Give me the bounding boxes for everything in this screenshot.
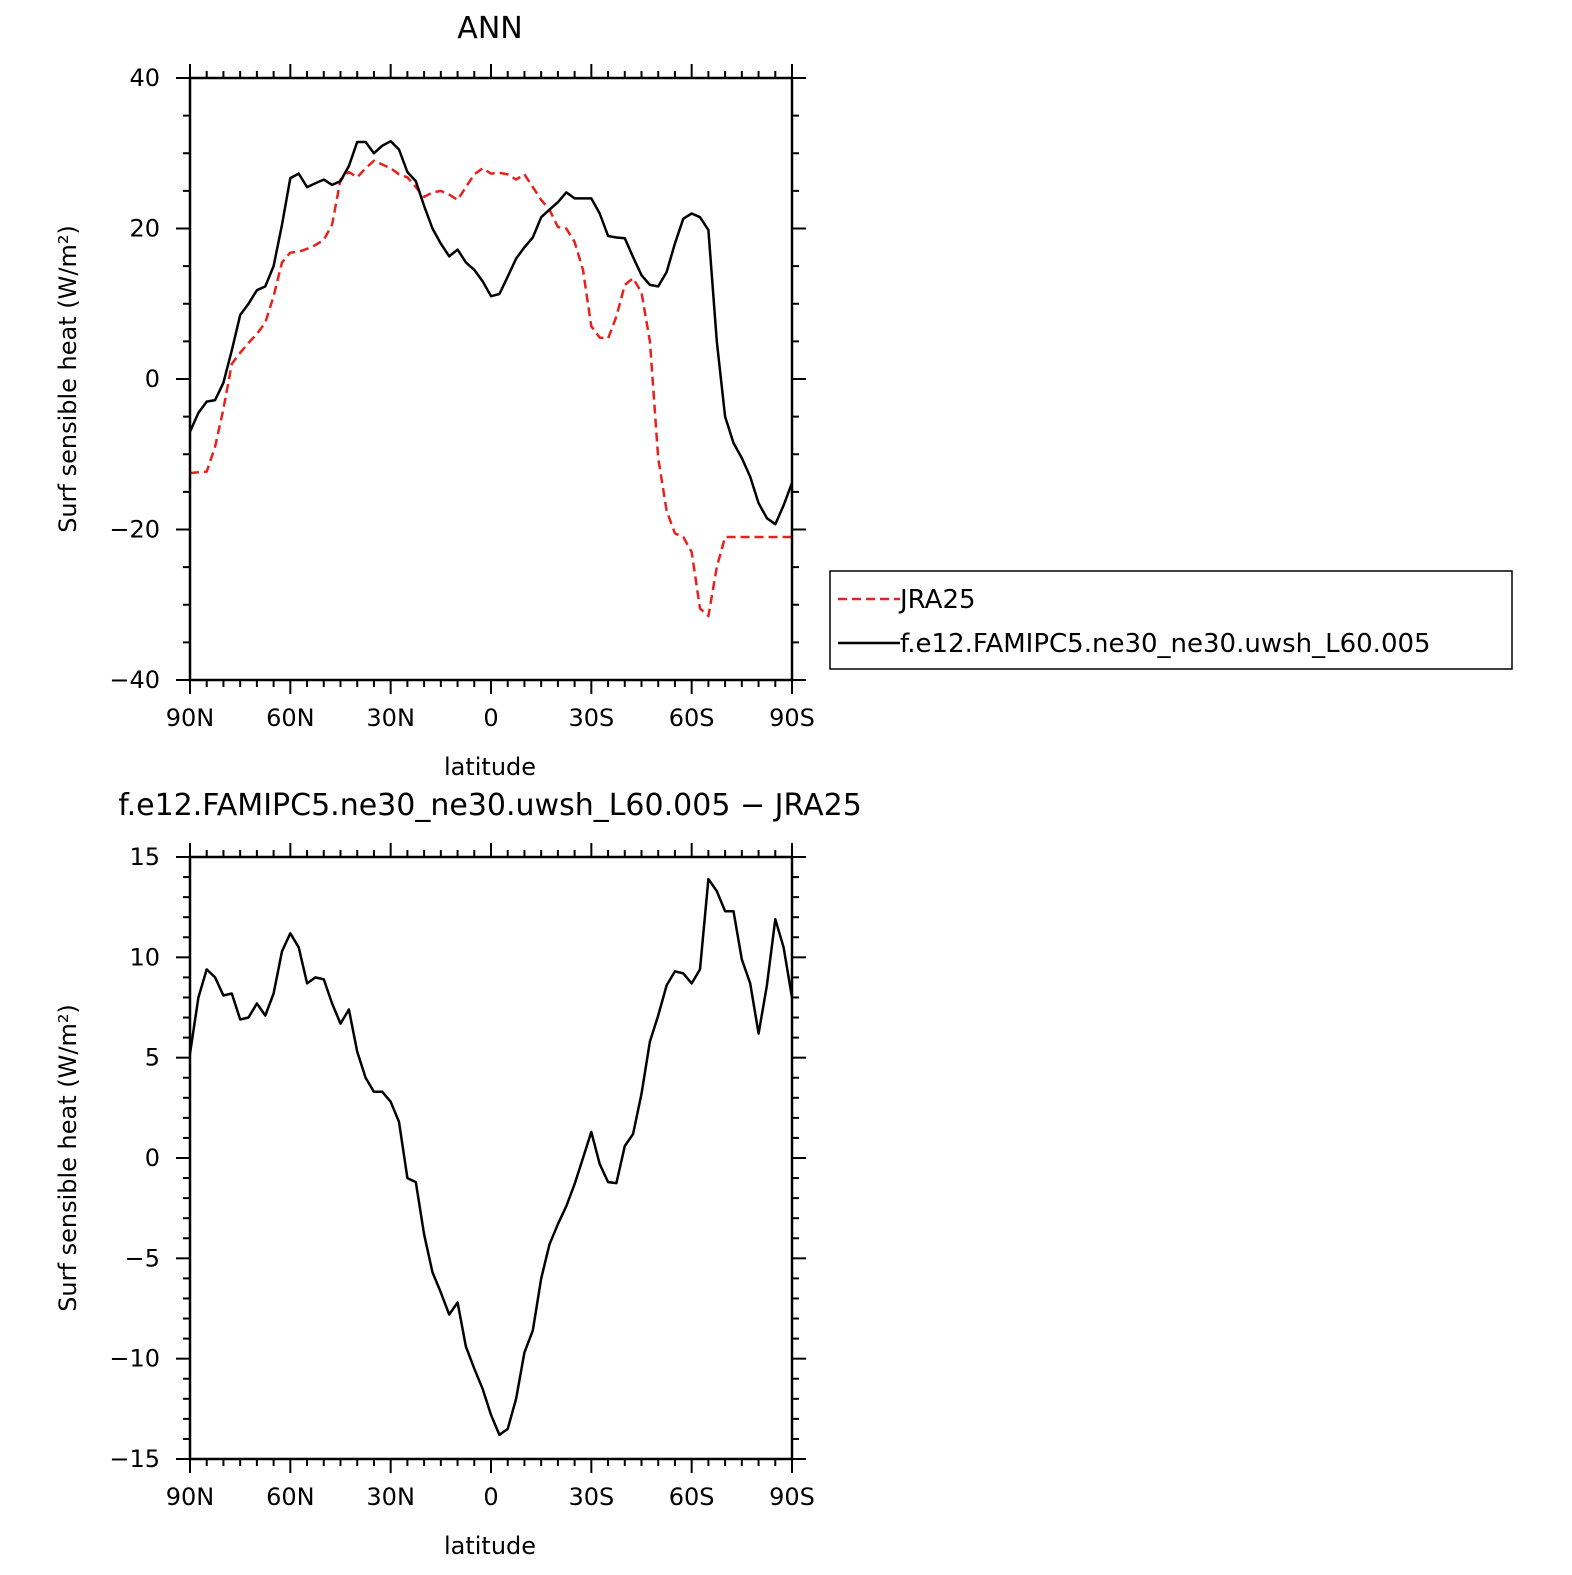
x-tick-label: 0: [483, 704, 498, 732]
x-tick-label: 90N: [166, 704, 215, 732]
x-tick-label: 60N: [266, 1483, 315, 1511]
legend-label-model: f.e12.FAMIPC5.ne30_ne30.uwsh_L60.005: [900, 629, 1431, 659]
legend-box: [829, 570, 1513, 670]
y-tick-label: 15: [129, 843, 160, 871]
x-tick-label: 90N: [166, 1483, 215, 1511]
x-tick-label: 60N: [266, 704, 315, 732]
legend: JRA25 f.e12.FAMIPC5.ne30_ne30.uwsh_L60.0…: [829, 570, 1513, 670]
y-tick-label: −40: [109, 666, 160, 694]
x-tick-labels: 90N 60N 30N 0 30S 60S 90S: [166, 704, 815, 732]
y-axis-label: Surf sensible heat (W/m²): [54, 1004, 82, 1312]
x-tick-label: 30N: [366, 1483, 415, 1511]
series-line-1: [188, 139, 794, 526]
plot-frame: [188, 76, 794, 682]
y-tick-label: 10: [129, 943, 160, 971]
x-tick-label: 90S: [769, 1483, 815, 1511]
x-axis-label: latitude: [444, 753, 536, 781]
difference-chart-title: f.e12.FAMIPC5.ne30_ne30.uwsh_L60.005 − J…: [118, 788, 862, 823]
plot-frame: [188, 855, 794, 1461]
x-tick-label: 60S: [669, 704, 715, 732]
x-tick-label: 0: [483, 1483, 498, 1511]
series-lines: [188, 877, 794, 1437]
legend-label-jra25: JRA25: [898, 585, 976, 615]
x-tick-labels: 90N 60N 30N 0 30S 60S 90S: [166, 1483, 815, 1511]
y-tick-label: 5: [145, 1044, 160, 1072]
y-tick-label: 40: [129, 64, 160, 92]
y-tick-labels: 40 20 0 −20 −40: [109, 64, 160, 694]
y-tick-label: −15: [109, 1445, 160, 1473]
y-tick-label: −20: [109, 516, 160, 544]
series-lines: [188, 139, 794, 618]
x-tick-label: 30S: [568, 704, 614, 732]
x-tick-label: 90S: [769, 704, 815, 732]
x-tick-label: 30S: [568, 1483, 614, 1511]
y-tick-labels: 15 10 5 0 −5 −10 −15: [109, 843, 160, 1473]
tick-marks: [176, 843, 806, 1473]
x-axis-label: latitude: [444, 1532, 536, 1560]
top-chart: ANN 90N 60N 30N 0 30S 60S 90S 40 20 0 −20 −40 lati…: [54, 11, 815, 781]
y-tick-label: 0: [145, 1144, 160, 1172]
y-tick-label: 20: [129, 215, 160, 243]
x-tick-label: 60S: [669, 1483, 715, 1511]
series-line-0: [188, 877, 794, 1437]
y-tick-label: −10: [109, 1345, 160, 1373]
y-tick-label: −5: [125, 1244, 160, 1272]
y-tick-label: 0: [145, 365, 160, 393]
chart-title: ANN: [457, 11, 522, 46]
series-line-0: [189, 159, 792, 618]
x-tick-label: 30N: [366, 704, 415, 732]
bottom-chart: f.e12.FAMIPC5.ne30_ne30.uwsh_L60.005 − J…: [54, 788, 862, 1560]
y-axis-label: Surf sensible heat (W/m²): [54, 225, 82, 533]
